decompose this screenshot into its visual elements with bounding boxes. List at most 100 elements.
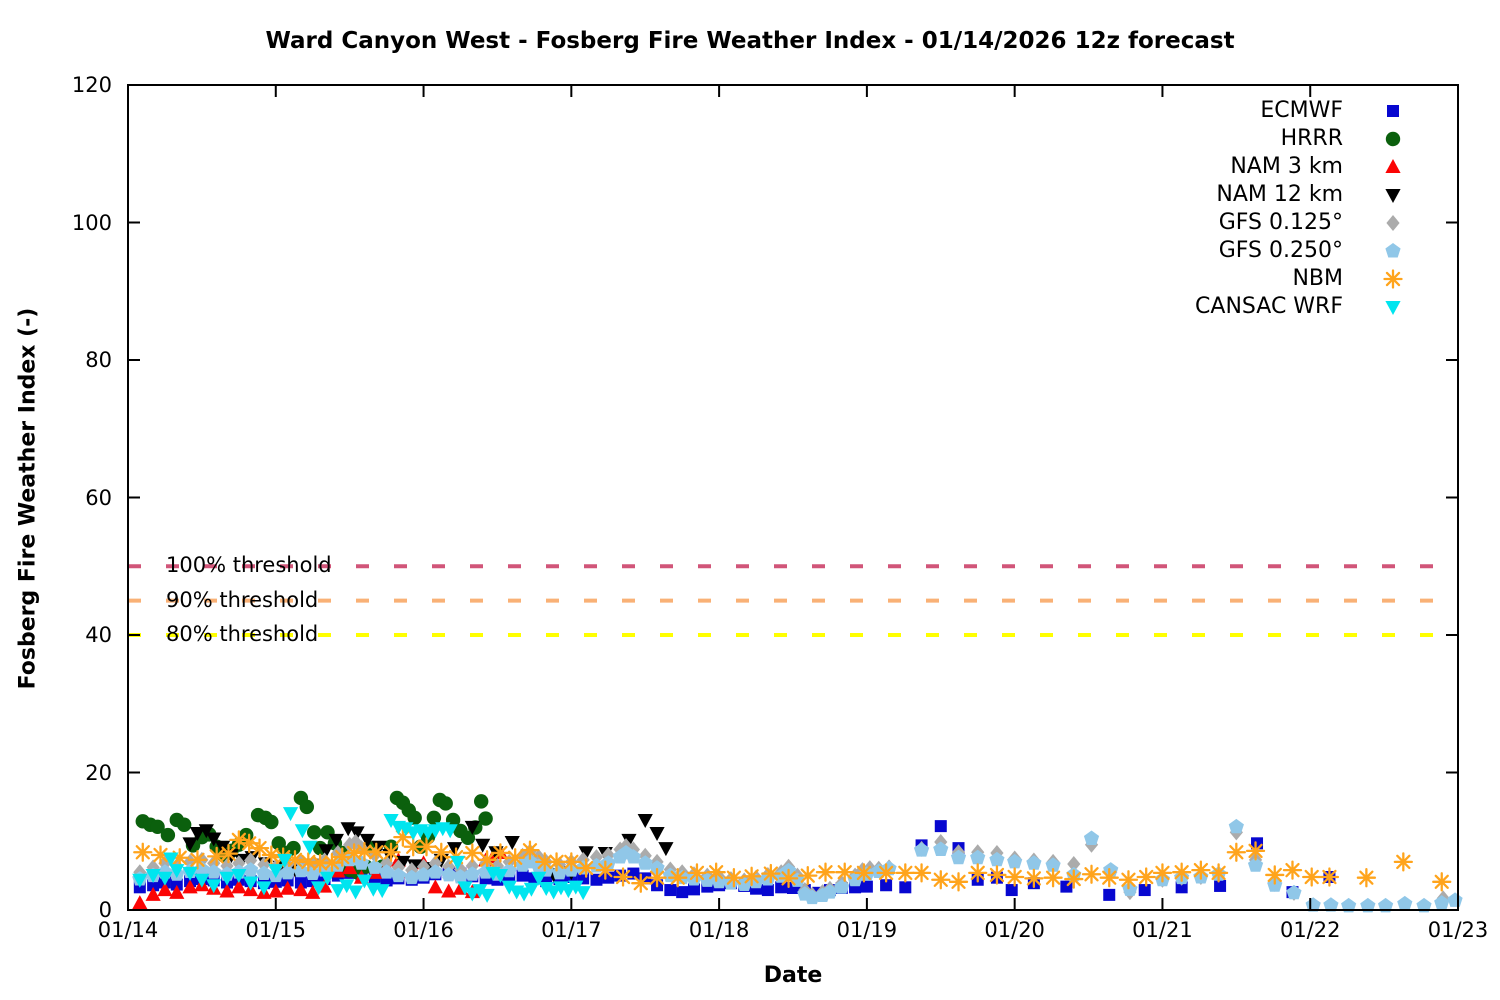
data-point: [664, 884, 677, 897]
data-point: [576, 858, 596, 878]
data-point: [1432, 872, 1452, 892]
data-point: [367, 859, 383, 874]
data-point: [157, 882, 173, 897]
legend-marker-triangle-down-icon: [1381, 295, 1405, 319]
data-point: [1064, 869, 1084, 889]
data-point: [145, 868, 161, 883]
data-point: [1118, 870, 1139, 890]
data-point: [911, 863, 932, 883]
data-point: [523, 882, 540, 897]
data-point: [931, 870, 951, 890]
data-point: [1208, 863, 1229, 883]
data-point: [449, 855, 466, 870]
legend-item-nam-12-km: NAM 12 km: [1195, 181, 1405, 209]
data-point: [479, 855, 493, 872]
data-point: [1099, 868, 1119, 888]
data-point: [356, 874, 373, 889]
data-point: [1286, 884, 1302, 900]
data-point: [1024, 868, 1044, 889]
data-point: [1247, 857, 1264, 872]
data-point: [1005, 884, 1018, 897]
data-point: [339, 879, 355, 894]
data-point: [163, 852, 179, 867]
y-tick-label: 0: [98, 898, 112, 922]
legend: ECMWF HRRR NAM 3 km NAM 12 km GFS 0.125° GFS …: [1195, 97, 1405, 321]
legend-label: HRRR: [1280, 126, 1343, 151]
data-point: [294, 824, 310, 839]
threshold-label: 80% threshold: [166, 622, 319, 646]
data-point: [987, 865, 1007, 885]
data-point: [1226, 842, 1246, 862]
data-point: [343, 836, 357, 853]
data-point: [342, 860, 358, 875]
data-point: [464, 866, 480, 881]
data-point: [133, 842, 153, 862]
data-point: [318, 844, 334, 859]
data-point: [520, 840, 540, 860]
data-point: [427, 879, 443, 894]
y-tick-label: 80: [85, 348, 112, 372]
data-point: [169, 864, 185, 879]
data-point: [1356, 868, 1377, 888]
data-point: [505, 848, 525, 868]
data-point: [279, 864, 296, 880]
data-point: [741, 866, 762, 886]
data-point: [778, 868, 799, 889]
legend-item-ecmwf: ECMWF: [1195, 97, 1405, 125]
data-point: [427, 864, 443, 879]
data-point: [1191, 860, 1211, 880]
data-point: [761, 884, 774, 897]
data-point: [1416, 897, 1432, 913]
data-point: [150, 819, 165, 835]
legend-marker-pentagon-icon: [1381, 239, 1405, 263]
data-point: [438, 796, 453, 811]
data-point: [676, 886, 689, 899]
data-point: [328, 833, 344, 848]
data-point: [415, 866, 432, 882]
y-tick-label: 40: [85, 623, 112, 647]
data-point: [452, 869, 469, 884]
data-point: [1377, 897, 1394, 913]
legend-label: NBM: [1292, 266, 1343, 291]
data-point: [575, 886, 591, 901]
data-point: [968, 863, 988, 883]
data-point: [307, 825, 322, 840]
x-axis-label: Date: [763, 963, 823, 988]
data-point: [895, 863, 915, 883]
data-point: [1341, 897, 1357, 913]
data-point: [457, 881, 473, 896]
data-point: [473, 794, 489, 809]
data-point: [1360, 897, 1376, 913]
data-point: [330, 884, 346, 899]
data-point: [206, 879, 222, 894]
data-point: [170, 878, 183, 891]
data-point: [706, 862, 726, 882]
threshold-label: 100% threshold: [166, 553, 332, 578]
legend-label: NAM 12 km: [1216, 182, 1343, 207]
x-tick-label: 01/17: [541, 918, 602, 942]
data-point: [218, 843, 239, 864]
chart-title: Ward Canyon West - Fosberg Fire Weather …: [265, 28, 1235, 54]
data-point: [243, 862, 259, 877]
data-point: [492, 868, 508, 883]
data-point: [160, 827, 176, 843]
legend-label: GFS 0.250°: [1218, 238, 1343, 263]
data-point: [299, 799, 315, 815]
data-point: [860, 880, 873, 893]
data-point: [989, 851, 1005, 867]
data-point: [404, 869, 420, 885]
data-point: [1385, 301, 1401, 315]
data-point: [613, 867, 633, 887]
data-point: [822, 884, 838, 899]
data-point: [1386, 215, 1400, 231]
data-point: [876, 863, 896, 883]
data-point: [933, 841, 949, 856]
data-point: [1434, 895, 1450, 910]
data-point: [431, 842, 451, 862]
data-point: [349, 826, 365, 841]
data-point: [658, 842, 674, 857]
data-point: [1136, 867, 1156, 887]
data-point: [472, 884, 488, 899]
data-point: [913, 842, 930, 857]
